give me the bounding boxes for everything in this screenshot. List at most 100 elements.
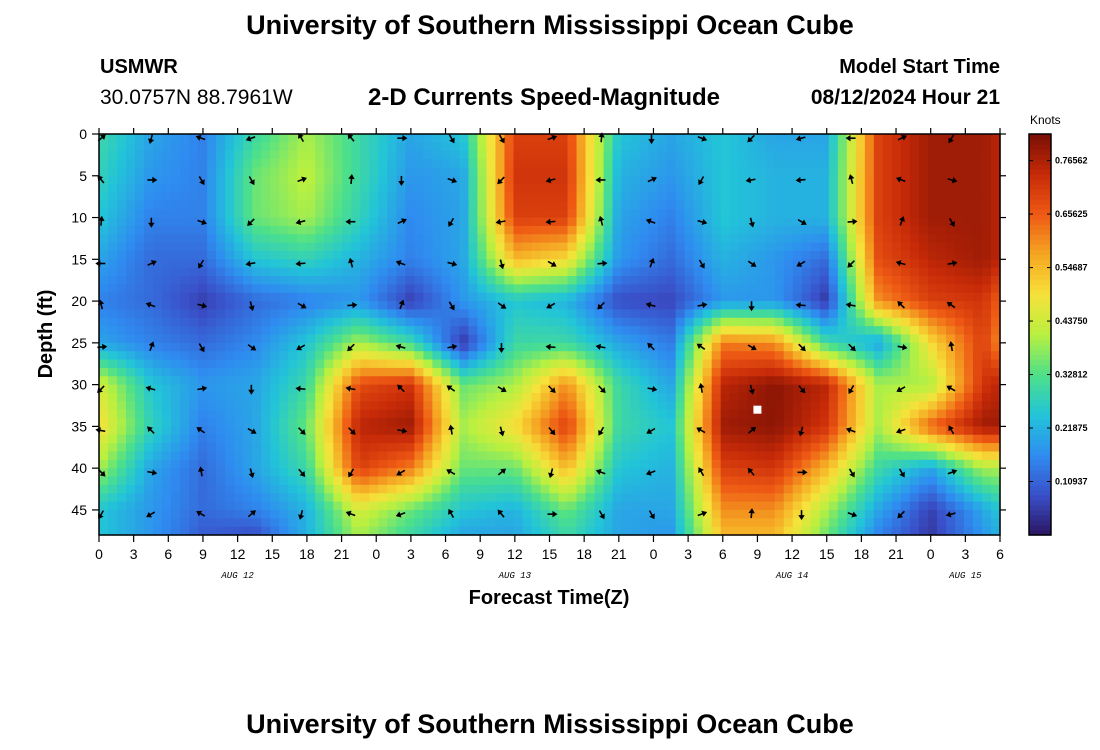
heatmap-cell bbox=[117, 459, 127, 469]
heatmap-cell bbox=[207, 384, 217, 394]
heatmap-cell bbox=[702, 234, 713, 244]
heatmap-cell bbox=[423, 376, 433, 386]
heatmap-cell bbox=[585, 284, 596, 294]
heatmap-cell bbox=[288, 309, 298, 319]
heatmap-cell bbox=[459, 259, 470, 269]
current-vector bbox=[146, 511, 156, 518]
heatmap-cell bbox=[621, 501, 632, 511]
heatmap-cell bbox=[162, 259, 172, 269]
heatmap-cell bbox=[441, 334, 451, 344]
heatmap-cell bbox=[945, 309, 956, 319]
heatmap-cell bbox=[585, 351, 596, 361]
heatmap-cell bbox=[882, 367, 893, 377]
heatmap-cell bbox=[981, 142, 992, 152]
heatmap-cell bbox=[360, 301, 370, 311]
heatmap-cell bbox=[324, 134, 334, 143]
heatmap-cell bbox=[936, 501, 947, 511]
heatmap-cell bbox=[567, 351, 578, 361]
heatmap-cell bbox=[954, 150, 965, 160]
heatmap-cell bbox=[396, 443, 406, 453]
heatmap-cell bbox=[441, 434, 451, 444]
heatmap-cell bbox=[828, 493, 839, 503]
heatmap-cell bbox=[873, 159, 884, 169]
heatmap-cell bbox=[747, 401, 758, 411]
heatmap-cell bbox=[495, 192, 506, 202]
heatmap-cell bbox=[756, 501, 767, 511]
heatmap-cell bbox=[576, 434, 587, 444]
heatmap-cell bbox=[882, 225, 893, 235]
heatmap-cell bbox=[369, 142, 379, 152]
heatmap-cell bbox=[675, 250, 686, 260]
heatmap-cell bbox=[603, 267, 614, 277]
heatmap-cell bbox=[234, 301, 244, 311]
heatmap-cell bbox=[306, 292, 316, 302]
heatmap-cell bbox=[810, 134, 821, 143]
heatmap-cell bbox=[756, 192, 767, 202]
heatmap-cell bbox=[765, 301, 776, 311]
heatmap-cell bbox=[900, 301, 911, 311]
heatmap-cell bbox=[423, 317, 433, 327]
heatmap-cell bbox=[126, 351, 136, 361]
heatmap-cell bbox=[810, 200, 821, 210]
heatmap-cell bbox=[306, 326, 316, 336]
heatmap-cell bbox=[270, 234, 280, 244]
heatmap-cell bbox=[378, 234, 388, 244]
heatmap-cell bbox=[882, 426, 893, 436]
heatmap-cell bbox=[180, 217, 190, 227]
heatmap-cell bbox=[864, 159, 875, 169]
heatmap-cell bbox=[261, 409, 271, 419]
heatmap-cell bbox=[873, 509, 884, 519]
heatmap-cell bbox=[810, 192, 821, 202]
current-vector bbox=[295, 260, 306, 267]
heatmap-cell bbox=[567, 526, 578, 536]
heatmap-cell bbox=[531, 409, 542, 419]
heatmap-cell bbox=[108, 334, 118, 344]
heatmap-cell bbox=[495, 250, 506, 260]
heatmap-cell bbox=[504, 443, 515, 453]
heatmap-cell bbox=[792, 234, 803, 244]
heatmap-cell bbox=[882, 284, 893, 294]
heatmap-cell bbox=[981, 493, 992, 503]
heatmap-cell bbox=[423, 250, 433, 260]
heatmap-cell bbox=[279, 401, 289, 411]
heatmap-cell bbox=[216, 184, 226, 194]
heatmap-cell bbox=[387, 367, 397, 377]
heatmap-cell bbox=[324, 451, 334, 461]
heatmap-cell bbox=[963, 459, 974, 469]
heatmap-cell bbox=[603, 284, 614, 294]
heatmap-cell bbox=[135, 200, 145, 210]
heatmap-cell bbox=[171, 259, 181, 269]
heatmap-cell bbox=[117, 518, 127, 528]
heatmap-cell bbox=[522, 451, 533, 461]
heatmap-cell bbox=[675, 259, 686, 269]
heatmap-cell bbox=[738, 309, 749, 319]
heatmap-cell bbox=[585, 184, 596, 194]
heatmap-cell bbox=[432, 309, 442, 319]
heatmap-cell bbox=[729, 351, 740, 361]
current-vector bbox=[747, 344, 757, 351]
heatmap-cell bbox=[342, 426, 352, 436]
heatmap-cell bbox=[144, 526, 154, 536]
heatmap-cell bbox=[414, 434, 424, 444]
heatmap-cell bbox=[243, 150, 253, 160]
heatmap-cell bbox=[297, 142, 307, 152]
heatmap-cell bbox=[927, 351, 938, 361]
heatmap-cell bbox=[684, 250, 695, 260]
heatmap-cell bbox=[792, 359, 803, 369]
heatmap-cell bbox=[369, 192, 379, 202]
heatmap-cell bbox=[108, 376, 118, 386]
heatmap-cell bbox=[585, 334, 596, 344]
heatmap-cell bbox=[207, 292, 217, 302]
heatmap-cell bbox=[513, 468, 524, 478]
heatmap-cell bbox=[279, 209, 289, 219]
heatmap-cell bbox=[450, 200, 460, 210]
heatmap-cell bbox=[270, 509, 280, 519]
heatmap-cell bbox=[666, 276, 677, 285]
heatmap-cell bbox=[288, 200, 298, 210]
current-vector bbox=[297, 302, 307, 309]
heatmap-cell bbox=[531, 309, 542, 319]
heatmap-cell bbox=[954, 376, 965, 386]
heatmap-cell bbox=[270, 459, 280, 469]
heatmap-cell bbox=[603, 209, 614, 219]
heatmap-cell bbox=[774, 301, 785, 311]
